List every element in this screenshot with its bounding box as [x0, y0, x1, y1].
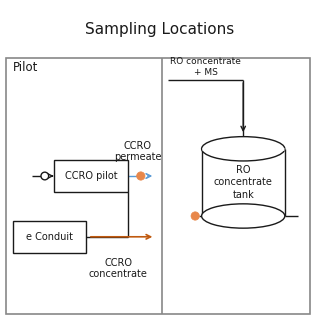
Text: Sampling Locations: Sampling Locations [85, 22, 235, 37]
Bar [6, 58, 310, 314]
Circle shape [191, 212, 199, 220]
Text: CCRO pilot: CCRO pilot [65, 171, 117, 181]
Text: RO concentrate
+ MS: RO concentrate + MS [170, 57, 241, 77]
Ellipse shape [202, 204, 285, 228]
Bar [54, 160, 128, 192]
Text: CCRO
permeate: CCRO permeate [114, 141, 161, 162]
Ellipse shape [202, 137, 285, 161]
Text: CCRO
concentrate: CCRO concentrate [89, 258, 148, 279]
Bar [13, 221, 86, 253]
Text: Pilot: Pilot [13, 61, 38, 74]
Circle shape [137, 172, 145, 180]
Text: e Conduit: e Conduit [26, 232, 73, 242]
Text: RO
concentrate
tank: RO concentrate tank [214, 165, 273, 200]
Circle shape [41, 172, 49, 180]
